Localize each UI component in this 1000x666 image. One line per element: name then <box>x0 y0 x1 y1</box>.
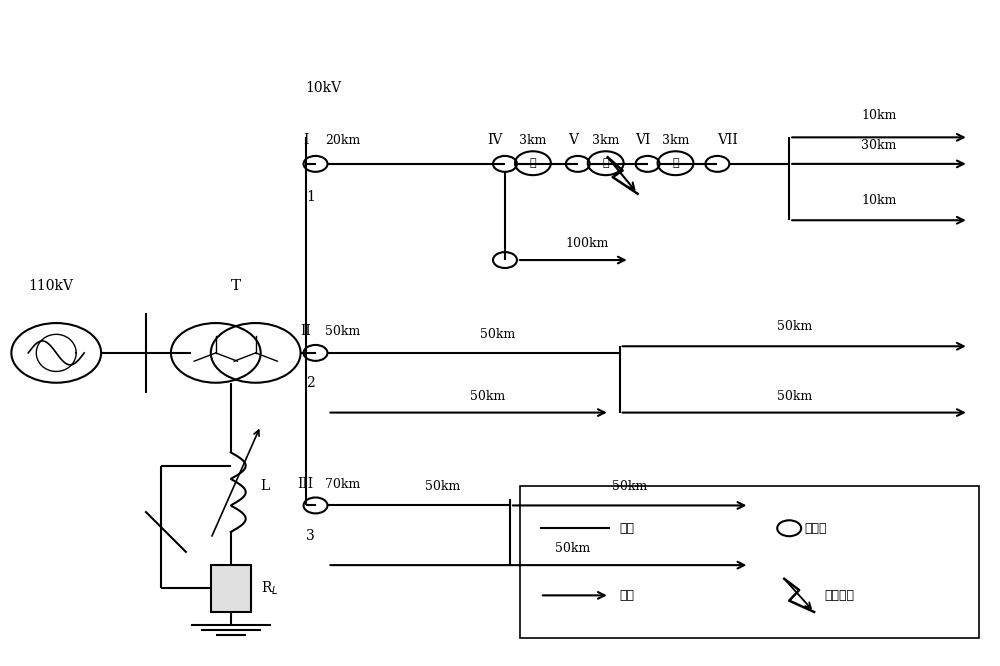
Text: 50km: 50km <box>480 328 515 341</box>
Text: 线路: 线路 <box>620 521 635 535</box>
Text: 负荷: 负荷 <box>620 589 635 602</box>
Text: 10kV: 10kV <box>306 81 342 95</box>
Text: 1: 1 <box>306 190 315 204</box>
Text: 2: 2 <box>306 376 315 390</box>
Text: 3: 3 <box>306 529 315 543</box>
Text: 3km: 3km <box>662 135 689 147</box>
Text: VI: VI <box>635 133 650 147</box>
Text: L: L <box>261 479 270 493</box>
Text: 50km: 50km <box>777 390 812 403</box>
Text: 70km: 70km <box>325 478 361 491</box>
Text: 50km: 50km <box>425 480 460 494</box>
Text: 10km: 10km <box>861 194 897 207</box>
Text: I: I <box>303 133 308 147</box>
Text: 20km: 20km <box>325 135 361 147</box>
Text: ①: ① <box>530 159 536 168</box>
Text: 3km: 3km <box>519 135 547 147</box>
Text: R$_L$: R$_L$ <box>261 579 278 597</box>
Text: 50km: 50km <box>612 480 647 494</box>
Text: ③: ③ <box>672 159 679 168</box>
Text: 100km: 100km <box>566 237 609 250</box>
Text: 50km: 50km <box>470 390 505 403</box>
Text: II: II <box>300 324 311 338</box>
FancyBboxPatch shape <box>211 565 251 611</box>
Text: 50km: 50km <box>777 320 812 333</box>
Text: ②: ② <box>602 159 609 168</box>
Text: T: T <box>231 279 241 293</box>
Text: 故障位置: 故障位置 <box>824 589 854 602</box>
Text: 110kV: 110kV <box>29 279 74 293</box>
Text: 50km: 50km <box>325 325 361 338</box>
Text: 10km: 10km <box>861 109 897 122</box>
Text: 3km: 3km <box>592 135 619 147</box>
Text: V: V <box>568 133 578 147</box>
Text: 30km: 30km <box>861 139 897 152</box>
Text: III: III <box>297 477 314 491</box>
Text: 检测点: 检测点 <box>804 521 827 535</box>
Text: 50km: 50km <box>555 542 590 555</box>
Text: VII: VII <box>717 133 738 147</box>
Text: IV: IV <box>487 133 503 147</box>
FancyBboxPatch shape <box>520 486 979 638</box>
